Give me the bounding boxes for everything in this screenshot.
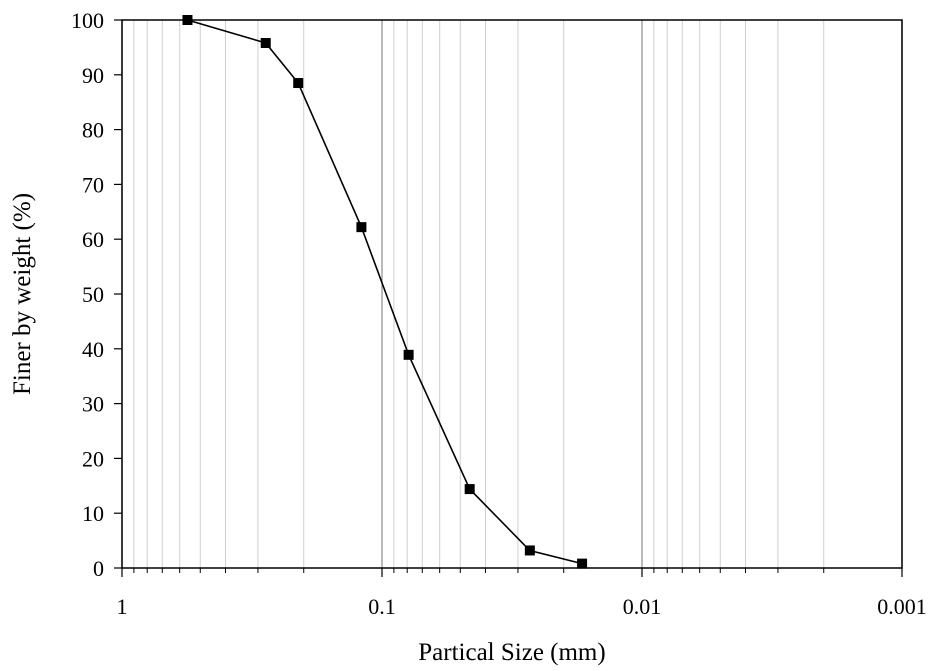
y-tick-label: 70	[82, 172, 104, 197]
data-point	[182, 15, 193, 25]
data-point	[524, 545, 535, 556]
minor-grid	[133, 20, 825, 568]
series-line	[187, 19, 583, 565]
y-tick-label: 90	[82, 63, 104, 88]
plot-background	[122, 20, 902, 568]
y-tick-label: 20	[82, 446, 104, 471]
y-axis-title: Finer by weight (%)	[9, 193, 36, 395]
y-tick-label: 0	[93, 556, 104, 581]
data-point	[577, 558, 588, 569]
series-markers	[182, 15, 588, 569]
y-tick-label: 10	[82, 501, 104, 526]
y-tick-label: 50	[82, 282, 104, 307]
y-tick-labels: 0 10 20 30 40 50 60 70 80 90 100	[71, 8, 104, 581]
x-tick-labels: 1 0.1 0.01 0.001	[117, 594, 927, 619]
y-tick-label: 80	[82, 118, 104, 143]
x-tick-label: 0.01	[623, 594, 662, 619]
x-tick-label: 0.001	[877, 594, 927, 619]
y-tick-label: 30	[82, 392, 104, 417]
x-axis-title: Partical Size (mm)	[418, 639, 605, 666]
x-tick-label: 0.1	[368, 594, 396, 619]
data-point	[293, 78, 304, 89]
data-point	[464, 484, 475, 495]
x-tick-label: 1	[117, 594, 128, 619]
y-tick-label: 40	[82, 337, 104, 362]
y-ticks	[114, 19, 122, 569]
data-point	[260, 38, 271, 49]
x-ticks	[121, 568, 903, 577]
y-tick-label: 60	[82, 227, 104, 252]
data-point	[356, 222, 367, 233]
y-tick-label: 100	[71, 8, 104, 33]
data-point	[403, 349, 414, 360]
